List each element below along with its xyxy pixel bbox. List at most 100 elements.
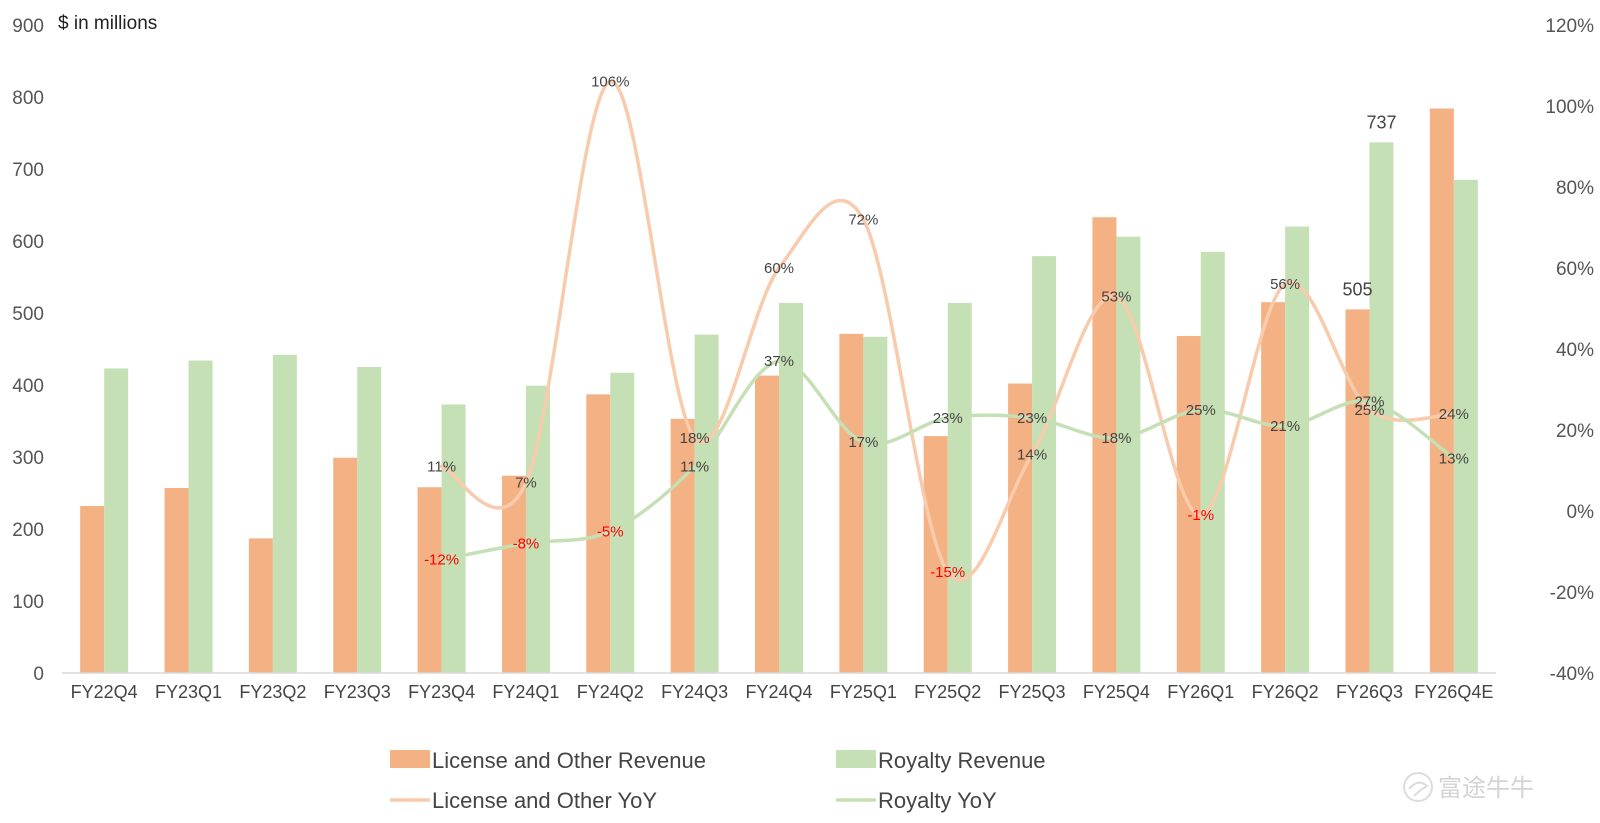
watermark-logo: [1403, 772, 1433, 802]
bar-license-revenue: [164, 487, 189, 673]
bar-license-revenue: [1261, 302, 1286, 673]
license-yoy-label: 18%: [680, 430, 710, 447]
bar-royalty-revenue: [863, 336, 888, 673]
x-tick-label: FY25Q2: [914, 682, 981, 702]
royalty-yoy-label: -8%: [513, 535, 540, 552]
right-tick-label: 0%: [1567, 502, 1595, 523]
royalty-yoy-label: 17%: [848, 434, 878, 451]
legend-label: Royalty YoY: [878, 788, 997, 813]
x-tick-label: FY24Q4: [745, 682, 812, 702]
left-tick-label: 100: [12, 592, 44, 613]
legend: License and Other Revenue Royalty Revenue…: [390, 748, 1046, 813]
right-tick-label: 120%: [1545, 16, 1594, 37]
x-tick-label: FY24Q2: [577, 682, 644, 702]
bar-license-revenue: [1429, 108, 1454, 673]
x-tick-label: FY26Q4E: [1414, 682, 1493, 702]
bar-license-revenue: [1092, 217, 1117, 674]
left-tick-label: 0: [33, 664, 44, 685]
bar-royalty-revenue: [1285, 226, 1310, 673]
bar-royalty-revenue: [525, 385, 550, 673]
x-tick-label: FY23Q2: [239, 682, 306, 702]
license-yoy-label: 53%: [1101, 288, 1131, 305]
royalty-yoy-label: 23%: [933, 410, 963, 427]
right-tick-label: 80%: [1556, 178, 1594, 199]
x-tick-label: FY26Q3: [1336, 682, 1403, 702]
right-tick-label: 40%: [1556, 340, 1594, 361]
x-tick-label: FY23Q1: [155, 682, 222, 702]
license-yoy-label: -15%: [930, 564, 965, 581]
line-license-yoy: [439, 79, 1456, 582]
x-tick-label: FY25Q1: [830, 682, 897, 702]
bar-license-revenue: [1345, 309, 1370, 673]
yoy-lines: [439, 79, 1456, 582]
left-tick-label: 400: [12, 376, 44, 397]
license-yoy-label: 11%: [427, 458, 456, 475]
bar-royalty-revenue: [272, 354, 297, 673]
legend-label: Royalty Revenue: [878, 748, 1046, 773]
bar-royalty-revenue: [1369, 142, 1394, 674]
royalty-yoy-label: 37%: [764, 353, 794, 370]
royalty-yoy-label: 21%: [1270, 418, 1300, 435]
royalty-yoy-label: 11%: [680, 458, 709, 475]
royalty-yoy-label: -5%: [597, 523, 624, 540]
license-yoy-label: 106%: [591, 74, 629, 91]
watermark: 富途牛牛: [1403, 772, 1534, 802]
bars: [80, 108, 1478, 674]
left-tick-label: 900: [12, 16, 44, 37]
bar-value-label: 505: [1342, 279, 1372, 299]
license-yoy-label: 25%: [1354, 402, 1384, 419]
legend-label: License and Other Revenue: [432, 748, 706, 773]
royalty-yoy-label: 27%: [1354, 394, 1384, 411]
bar-license-revenue: [670, 418, 695, 673]
license-yoy-label: 60%: [764, 260, 794, 277]
bar-royalty-revenue: [441, 404, 466, 673]
x-tick-label: FY24Q1: [492, 682, 559, 702]
royalty-yoy-label: 13%: [1439, 450, 1469, 467]
bar-royalty-revenue: [188, 360, 213, 673]
x-tick-label: FY26Q2: [1252, 682, 1319, 702]
left-tick-label: 700: [12, 160, 44, 181]
bar-license-revenue: [248, 538, 273, 673]
bar-license-revenue: [923, 436, 948, 673]
x-tick-label: FY25Q4: [1083, 682, 1150, 702]
bar-license-revenue: [417, 487, 442, 673]
x-axis: FY22Q4 FY23Q1 FY23Q2 FY23Q3 FY23Q4 FY24Q1 FY24…: [71, 682, 1494, 702]
left-axis: 0 100 200 300 400 500 600 700 800 900: [12, 16, 44, 685]
royalty-yoy-label: -12%: [424, 552, 459, 569]
license-yoy-label: 14%: [1017, 446, 1047, 463]
license-yoy-label: 24%: [1439, 406, 1469, 423]
bar-royalty-revenue: [1200, 251, 1225, 674]
left-tick-label: 500: [12, 304, 44, 325]
bar-license-revenue: [755, 375, 779, 673]
x-tick-label: FY24Q3: [661, 682, 728, 702]
legend-label: License and Other YoY: [432, 788, 657, 813]
right-tick-label: -20%: [1550, 583, 1594, 604]
bar-license-revenue: [333, 457, 358, 673]
bar-royalty-revenue: [947, 302, 972, 673]
left-tick-label: 200: [12, 520, 44, 541]
left-tick-label: 800: [12, 88, 44, 109]
line-royalty-yoy: [439, 359, 1456, 562]
watermark-text: 富途牛牛: [1438, 774, 1534, 802]
license-yoy-label: 72%: [848, 211, 878, 228]
bar-royalty-revenue: [1453, 179, 1478, 674]
right-tick-label: 100%: [1545, 97, 1594, 118]
x-tick-label: FY25Q3: [999, 682, 1066, 702]
right-tick-label: 60%: [1556, 259, 1594, 280]
bar-royalty-revenue: [357, 367, 382, 673]
license-yoy-label: -1%: [1187, 507, 1214, 524]
legend-swatch: [836, 750, 876, 768]
bar-license-revenue: [80, 505, 105, 673]
license-yoy-label: 56%: [1270, 276, 1300, 293]
bar-royalty-revenue: [1032, 256, 1057, 673]
x-tick-label: FY23Q3: [324, 682, 391, 702]
royalty-yoy-label: 18%: [1101, 430, 1131, 447]
left-tick-label: 600: [12, 232, 44, 253]
bar-royalty-revenue: [104, 368, 129, 673]
royalty-yoy-label: 23%: [1017, 410, 1047, 427]
x-tick-label: FY22Q4: [71, 682, 138, 702]
right-axis: -40% -20% 0% 20% 40% 60% 80% 100% 120%: [1545, 16, 1594, 685]
bar-license-revenue: [839, 333, 864, 673]
royalty-yoy-label: 25%: [1186, 402, 1216, 419]
